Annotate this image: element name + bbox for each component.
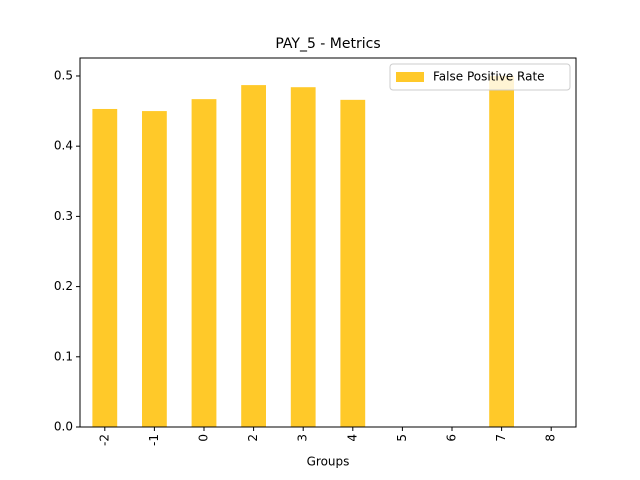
- bar: [340, 99, 366, 427]
- x-tick-label: 8: [544, 434, 558, 442]
- x-tick-label: 0: [197, 434, 211, 442]
- plot-frame: [79, 57, 577, 428]
- bar: [191, 99, 217, 427]
- y-tick-label: 0.4: [54, 139, 73, 153]
- bar: [290, 87, 316, 428]
- x-tick-label: 3: [296, 434, 310, 442]
- x-tick-label: 4: [345, 434, 359, 442]
- legend-box: [389, 63, 571, 91]
- bar: [92, 108, 118, 427]
- x-axis-label: Groups: [307, 455, 350, 469]
- x-tick-label: 7: [494, 434, 508, 442]
- x-tick-label: -2: [97, 434, 111, 446]
- bar: [142, 111, 167, 427]
- legend-swatch: [396, 72, 424, 82]
- y-tick-label: 0.0: [54, 420, 73, 434]
- bar: [489, 75, 514, 428]
- y-tick-label: 0.1: [54, 349, 73, 363]
- y-tick-label: 0.3: [54, 209, 73, 223]
- x-tick-label: 6: [445, 434, 459, 442]
- chart-title: PAY_5 - Metrics: [275, 36, 380, 52]
- legend-label: False Positive Rate: [433, 70, 545, 84]
- bar: [241, 85, 266, 428]
- x-tick-label: 2: [246, 434, 260, 442]
- x-tick-label: 5: [395, 434, 409, 442]
- x-tick-label: -1: [147, 434, 161, 446]
- y-tick-label: 0.5: [54, 68, 73, 82]
- y-tick-label: 0.2: [54, 279, 73, 293]
